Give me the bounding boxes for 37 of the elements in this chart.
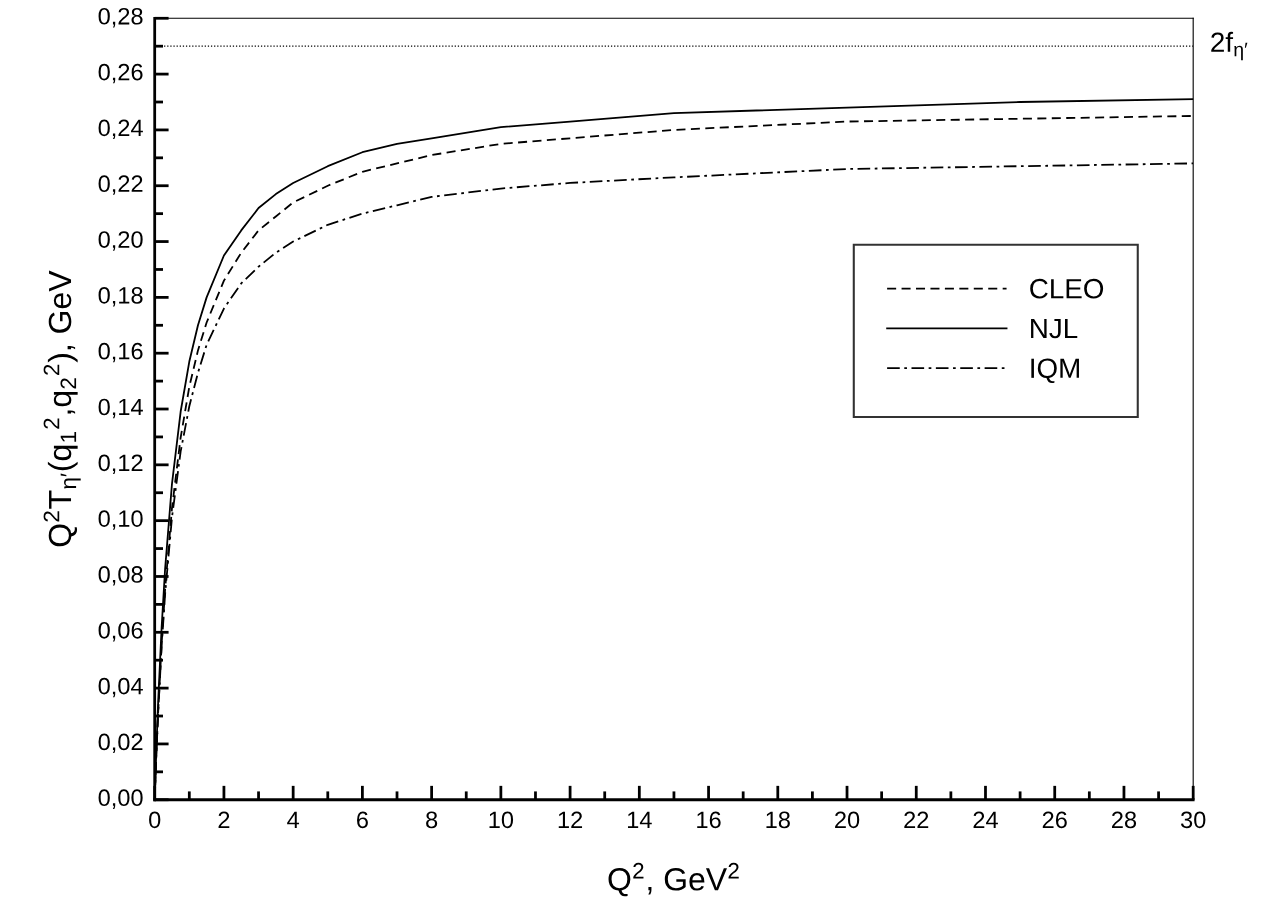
y-tick-label: 0,28 — [98, 7, 143, 28]
y-tick-label: 0,24 — [98, 119, 143, 140]
y-tick-label: 0,00 — [98, 789, 143, 809]
x-tick-label: 16 — [697, 811, 721, 829]
x-tick-label: 22 — [904, 811, 929, 828]
x-tick-label: 4 — [287, 811, 300, 828]
x-tick-label: 26 — [1042, 811, 1067, 829]
legend-label: IQM — [1031, 358, 1079, 384]
y-tick-label: 0,20 — [98, 231, 143, 251]
y-tick-label: 0,10 — [98, 510, 143, 530]
x-tick-label: 18 — [766, 811, 790, 829]
y-tick-label: 0,14 — [98, 398, 143, 419]
x-tick-label: 10 — [489, 811, 514, 829]
x-tick-label: 14 — [628, 811, 652, 828]
y-tick-label: 0,06 — [98, 621, 143, 642]
text: Q$^{2}$T$_{η′}$(q$_{1}$$^{2}$,q$_{2}$$^{2}$), GeV — [43, 270, 81, 547]
legend-label: NJL — [1031, 318, 1078, 339]
x-tick-label: 2 — [218, 811, 230, 828]
legend-label: CLEO — [1030, 278, 1104, 299]
y-tick-label: 0,04 — [98, 677, 143, 698]
y-tick-label: 0,02 — [98, 733, 143, 754]
ref-line-label: 2f$_{η′}$ — [1211, 31, 1248, 61]
y-tick-label: 0,12 — [98, 454, 143, 474]
x-tick-label: 28 — [1112, 811, 1137, 829]
y-tick-label: 0,18 — [98, 286, 143, 307]
y-tick-label: 0,08 — [98, 566, 143, 586]
y-tick-label: 0,22 — [98, 175, 143, 195]
x-tick-label: 24 — [973, 811, 998, 828]
x-axis-title: Q$^{2}$, GeV$^{2}$ — [608, 862, 739, 897]
x-tick-label: 12 — [558, 811, 583, 828]
x-tick-label: 6 — [357, 811, 368, 829]
x-tick-label: 20 — [835, 811, 860, 829]
y-tick-label: 0,26 — [98, 63, 143, 84]
x-tick-label: 0 — [149, 811, 161, 829]
y-tick-label: 0,16 — [98, 342, 143, 363]
x-tick-label: 8 — [426, 811, 438, 829]
x-tick-label: 30 — [1180, 811, 1206, 829]
